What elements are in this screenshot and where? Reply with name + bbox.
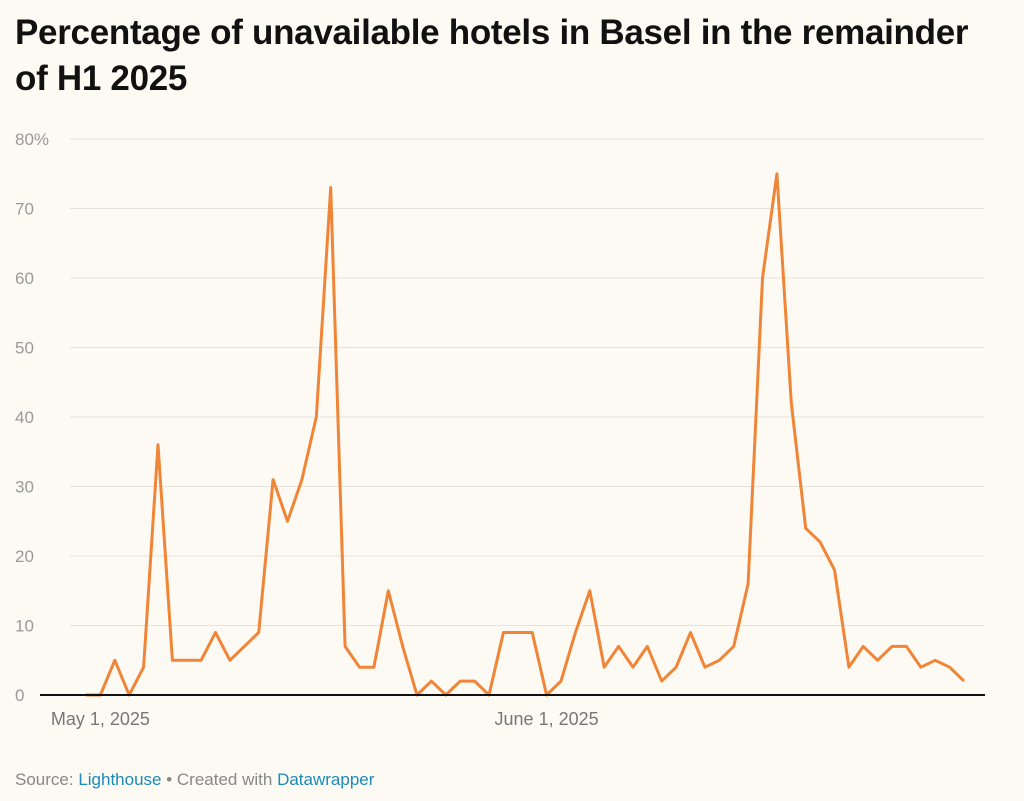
datawrapper-link[interactable]: Datawrapper	[277, 770, 375, 789]
data-point	[242, 644, 246, 648]
data-point	[401, 644, 405, 648]
data-point	[689, 630, 693, 634]
data-point	[588, 589, 592, 593]
y-tick-label: 60	[15, 269, 34, 288]
data-point	[501, 630, 505, 634]
data-point	[343, 644, 347, 648]
data-point	[876, 658, 880, 662]
data-point	[933, 658, 937, 662]
data-point	[271, 478, 275, 482]
line-chart: 0 10 20 30 40 50 60 70 80% May 1, 2025 June 1, 202…	[15, 130, 985, 729]
data-point	[142, 665, 146, 669]
data-point	[314, 415, 318, 419]
data-point	[631, 665, 635, 669]
data-point	[674, 665, 678, 669]
footer-separator: • Created with	[161, 770, 278, 789]
y-tick-label: 40	[15, 408, 34, 427]
source-link[interactable]: Lighthouse	[78, 770, 162, 789]
data-point	[890, 644, 894, 648]
data-point	[185, 658, 189, 662]
data-point	[904, 644, 908, 648]
y-tick-label: 0	[15, 686, 24, 705]
data-point	[156, 443, 160, 447]
data-point	[732, 644, 736, 648]
data-point	[789, 401, 793, 405]
data-point	[429, 679, 433, 683]
data-point	[228, 658, 232, 662]
y-tick-label: 80%	[15, 130, 49, 149]
data-point	[602, 665, 606, 669]
data-point	[516, 630, 520, 634]
data-point	[530, 630, 534, 634]
data-point	[832, 568, 836, 572]
data-point	[746, 582, 750, 586]
y-tick-label: 10	[15, 617, 34, 636]
data-point	[717, 658, 721, 662]
footer: Source: Lighthouse • Created with Datawr…	[15, 770, 374, 790]
data-point	[458, 679, 462, 683]
x-tick-label: May 1, 2025	[51, 709, 150, 729]
data-point	[113, 658, 117, 662]
data-point	[199, 658, 203, 662]
data-point	[775, 172, 779, 176]
data-point	[760, 276, 764, 280]
data-point	[357, 665, 361, 669]
y-tick-label: 70	[15, 200, 34, 219]
data-point	[300, 478, 304, 482]
data-point	[703, 665, 707, 669]
data-point	[473, 679, 477, 683]
data-point	[372, 665, 376, 669]
data-point	[804, 526, 808, 530]
chart-title: Percentage of unavailable hotels in Base…	[15, 13, 969, 98]
data-point	[948, 665, 952, 669]
data-point	[660, 679, 664, 683]
series-line	[86, 172, 966, 697]
data-point	[386, 589, 390, 593]
data-point	[214, 630, 218, 634]
data-point	[645, 644, 649, 648]
data-point	[617, 644, 621, 648]
data-point	[286, 519, 290, 523]
y-tick-label: 50	[15, 339, 34, 358]
data-point	[818, 540, 822, 544]
data-point	[861, 644, 865, 648]
x-tick-label: June 1, 2025	[495, 709, 599, 729]
data-point	[170, 658, 174, 662]
data-point	[559, 679, 563, 683]
y-tick-label: 20	[15, 547, 34, 566]
data-point	[257, 630, 261, 634]
data-point	[329, 186, 333, 190]
source-prefix: Source:	[15, 770, 79, 789]
data-point	[573, 630, 577, 634]
data-point	[962, 679, 966, 683]
y-tick-label: 30	[15, 478, 34, 497]
data-point	[847, 665, 851, 669]
data-point	[919, 665, 923, 669]
